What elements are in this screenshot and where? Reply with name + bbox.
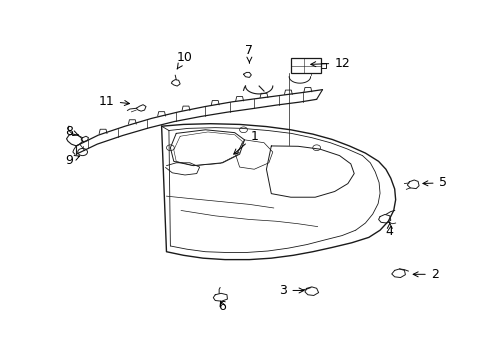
Text: 10: 10 (177, 51, 193, 69)
Text: 3: 3 (279, 284, 304, 297)
Text: 12: 12 (310, 57, 349, 69)
Text: 7: 7 (245, 44, 253, 63)
Text: 9: 9 (65, 154, 80, 167)
Text: 5: 5 (422, 176, 446, 189)
Text: 6: 6 (218, 300, 226, 313)
Bar (290, 58, 321, 73)
Text: 8: 8 (65, 125, 78, 138)
Text: 4: 4 (385, 223, 393, 238)
Text: 2: 2 (412, 268, 438, 281)
Text: 11: 11 (99, 95, 129, 108)
Text: 1: 1 (233, 130, 258, 154)
